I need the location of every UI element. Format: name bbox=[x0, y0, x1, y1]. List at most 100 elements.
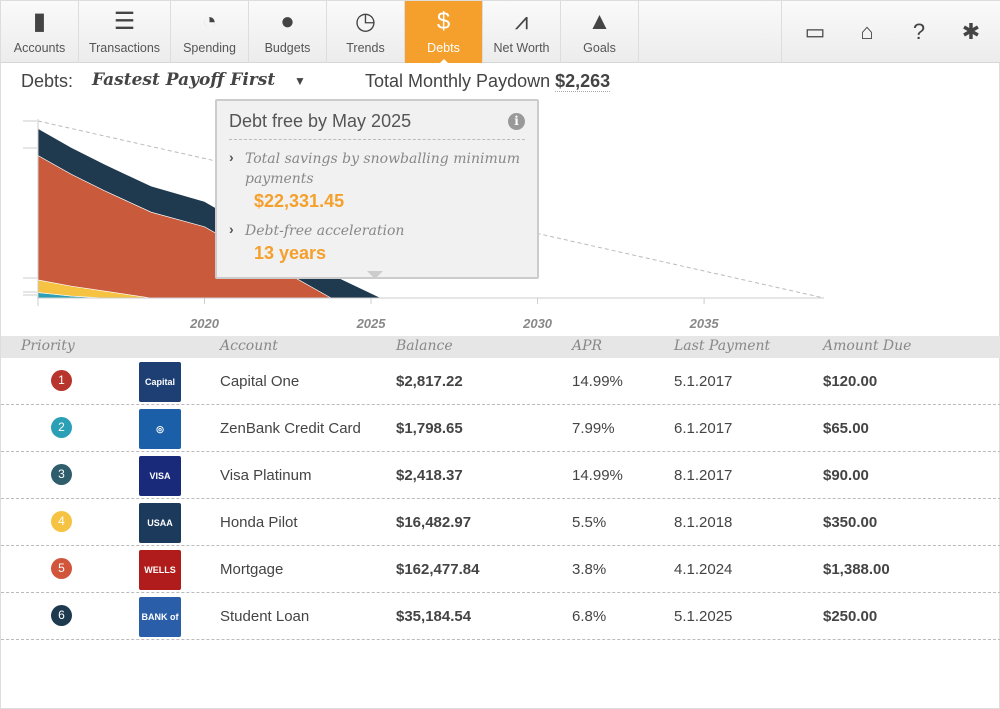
balance: $2,418.37 bbox=[396, 467, 463, 484]
amount-due: $250.00 bbox=[823, 608, 878, 625]
x-tick-label: 2025 bbox=[356, 316, 387, 331]
dropdown-arrow-icon[interactable]: ▼ bbox=[294, 74, 306, 88]
apr: 6.8% bbox=[572, 608, 607, 625]
last-payment: 8.1.2018 bbox=[674, 514, 733, 531]
acceleration-value: 13 years bbox=[254, 243, 327, 263]
divider bbox=[229, 139, 525, 140]
tab-debts[interactable]: $ Debts bbox=[405, 1, 483, 64]
x-tick-label: 2030 bbox=[522, 316, 553, 331]
account-name[interactable]: Capital One bbox=[220, 373, 300, 390]
priority-badge: 3 bbox=[51, 464, 72, 485]
x-tick-label: 2035 bbox=[689, 316, 720, 331]
tab-label: Accounts bbox=[13, 41, 66, 55]
bank-logo: Capital One bbox=[139, 362, 181, 402]
line-chart-icon: ⩘ bbox=[514, 8, 529, 35]
bank-icon[interactable]: ⌂ bbox=[860, 19, 874, 44]
gear-icon[interactable]: ✱ bbox=[961, 19, 981, 44]
table-row[interactable]: 6 BANK of the WEST Student Loan $35,184.… bbox=[1, 593, 1000, 640]
amount-due: $65.00 bbox=[823, 420, 869, 437]
payoff-plan-select[interactable]: Fastest Payoff First bbox=[92, 70, 276, 90]
chevron-right-icon: › bbox=[229, 221, 234, 237]
tab-label: Net Worth bbox=[493, 41, 550, 55]
apr: 3.8% bbox=[572, 561, 607, 578]
tab-label: Debts bbox=[427, 41, 460, 55]
pie-chart-icon: ◔ bbox=[202, 8, 217, 35]
inbox-icon[interactable]: ▭ bbox=[804, 19, 826, 44]
col-account[interactable]: Account bbox=[220, 338, 278, 354]
priority-badge: 4 bbox=[51, 511, 72, 532]
table-header: Priority Account Balance APR Last Paymen… bbox=[1, 336, 1000, 358]
debt-free-tooltip: Debt free by May 2025 i › Total savings … bbox=[215, 99, 539, 279]
tab-label: Goals bbox=[583, 41, 616, 55]
tab-net-worth[interactable]: ⩘ Net Worth bbox=[483, 1, 561, 63]
priority-badge: 1 bbox=[51, 370, 72, 391]
account-name[interactable]: Visa Platinum bbox=[220, 467, 312, 484]
tab-label: Trends bbox=[346, 41, 385, 55]
info-icon[interactable]: i bbox=[508, 113, 525, 130]
last-payment: 4.1.2024 bbox=[674, 561, 733, 578]
account-name[interactable]: Honda Pilot bbox=[220, 514, 298, 531]
apr: 5.5% bbox=[572, 514, 607, 531]
amount-due: $1,388.00 bbox=[823, 561, 890, 578]
amount-due: $90.00 bbox=[823, 467, 869, 484]
savings-value: $22,331.45 bbox=[254, 191, 345, 211]
balance: $2,817.22 bbox=[396, 373, 463, 390]
help-icon[interactable]: ? bbox=[912, 19, 926, 44]
account-name[interactable]: Mortgage bbox=[220, 561, 284, 578]
paydown-value[interactable]: $2,263 bbox=[555, 71, 611, 92]
last-payment: 5.1.2017 bbox=[674, 373, 733, 390]
tab-goals[interactable]: ▲ Goals bbox=[561, 1, 639, 63]
last-payment: 5.1.2025 bbox=[674, 608, 733, 625]
x-tick-label: 2020 bbox=[189, 316, 220, 331]
tab-spending[interactable]: ◔ Spending bbox=[171, 1, 249, 63]
last-payment: 8.1.2017 bbox=[674, 467, 733, 484]
col-priority[interactable]: Priority bbox=[21, 338, 75, 354]
col-balance[interactable]: Balance bbox=[396, 338, 453, 354]
apr: 14.99% bbox=[572, 467, 623, 484]
bank-logo: USAA bbox=[139, 503, 181, 543]
priority-badge: 5 bbox=[51, 558, 72, 579]
last-payment: 6.1.2017 bbox=[674, 420, 733, 437]
tab-label: Budgets bbox=[264, 41, 311, 55]
compass-icon: ▲ bbox=[587, 8, 612, 35]
apr: 14.99% bbox=[572, 373, 623, 390]
clock-icon: ◷ bbox=[355, 8, 376, 35]
tab-accounts[interactable]: ▮ Accounts bbox=[1, 1, 79, 63]
account-name[interactable]: Student Loan bbox=[220, 608, 310, 625]
tab-trends[interactable]: ◷ Trends bbox=[327, 1, 405, 63]
table-row[interactable]: 4 USAA Honda Pilot $16,482.97 5.5% 8.1.2… bbox=[1, 499, 1000, 546]
table-row[interactable]: 1 Capital One Capital One $2,817.22 14.9… bbox=[1, 358, 1000, 405]
priority-badge: 6 bbox=[51, 605, 72, 626]
top-nav: ▭ ⌂? ✱ ▮ Accounts ☰ Transactions ◔ Spending ● Bud… bbox=[1, 1, 1000, 64]
budget-icon: ● bbox=[280, 8, 295, 35]
col-last-payment[interactable]: Last Payment bbox=[674, 338, 771, 354]
amount-due: $350.00 bbox=[823, 514, 878, 531]
balance: $1,798.65 bbox=[396, 420, 463, 437]
bank-logo: VISA bbox=[139, 456, 181, 496]
balance: $162,477.84 bbox=[396, 561, 480, 578]
table-row[interactable]: 3 VISA Visa Platinum $2,418.37 14.99% 8.… bbox=[1, 452, 1000, 499]
tab-transactions[interactable]: ☰ Transactions bbox=[79, 1, 171, 63]
debts-label: Debts: bbox=[21, 71, 74, 91]
total-monthly-paydown: Total Monthly Paydown $2,263 bbox=[365, 71, 611, 92]
account-name[interactable]: ZenBank Credit Card bbox=[220, 420, 361, 437]
tooltip-title: Debt free by May 2025 bbox=[229, 111, 412, 131]
tab-budgets[interactable]: ● Budgets bbox=[249, 1, 327, 63]
bank-logo: WELLS FARGO bbox=[139, 550, 181, 590]
balance: $35,184.54 bbox=[396, 608, 472, 625]
col-apr[interactable]: APR bbox=[572, 338, 603, 354]
utility-icons: ▭ ⌂? ✱ bbox=[781, 1, 1000, 63]
chevron-right-icon: › bbox=[229, 149, 234, 165]
bank-logo: ◎ bbox=[139, 409, 181, 449]
bank-logo: BANK of the WEST bbox=[139, 597, 181, 637]
tab-label: Spending bbox=[183, 41, 236, 55]
paydown-label: Total Monthly Paydown bbox=[365, 71, 551, 91]
table-row[interactable]: 2 ◎ ZenBank Credit Card $1,798.65 7.99% … bbox=[1, 405, 1000, 452]
wallet-icon: ▮ bbox=[32, 8, 47, 35]
table-row[interactable]: 5 WELLS FARGO Mortgage $162,477.84 3.8% … bbox=[1, 546, 1000, 593]
balance: $16,482.97 bbox=[396, 514, 472, 531]
list-icon: ☰ bbox=[113, 8, 136, 35]
col-amount-due[interactable]: Amount Due bbox=[823, 338, 912, 354]
amount-due: $120.00 bbox=[823, 373, 878, 390]
priority-badge: 2 bbox=[51, 417, 72, 438]
